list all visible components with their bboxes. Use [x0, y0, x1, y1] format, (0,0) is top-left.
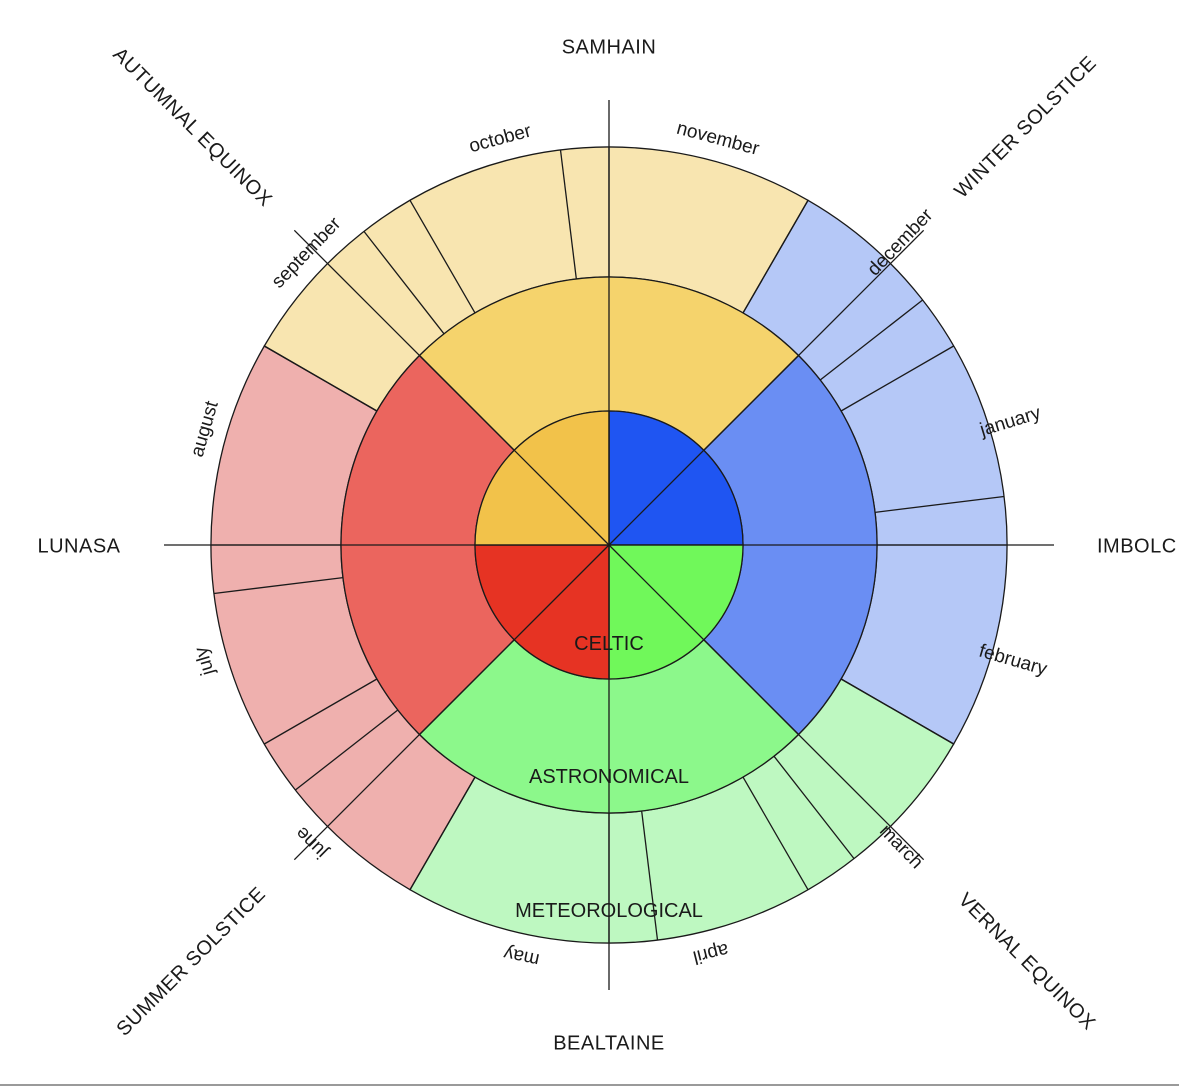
astronomical-ring-label: ASTRONOMICAL [529, 766, 689, 788]
week-divider-line [213, 577, 344, 595]
festival-axes [164, 100, 1054, 990]
month-label-october: october [467, 120, 534, 157]
week-divider-line [559, 149, 577, 280]
month-label-march: march [875, 821, 927, 874]
month-label-april: april [691, 938, 731, 967]
month-divider-line [742, 199, 809, 314]
festival-axis-line [293, 229, 610, 546]
month-divider-line [840, 678, 955, 745]
month-divider-line [840, 345, 955, 412]
month-label-may: may [501, 942, 541, 970]
festival-label-winter-solstice: WINTER SOLSTICE [950, 52, 1101, 203]
festival-label-vernal-equinox: VERNAL EQUINOX [954, 889, 1100, 1035]
month-divider-line [409, 199, 476, 314]
month-label-july: july [191, 644, 219, 679]
festival-axis-line [608, 229, 925, 546]
meteorological-ring-label: METEOROLOGICAL [515, 900, 703, 922]
celtic-ring-label: CELTIC [574, 633, 644, 655]
week-divider-line [819, 299, 924, 381]
festival-label-summer-solstice: SUMMER SOLSTICE [113, 883, 271, 1041]
month-divider-line [742, 776, 809, 891]
month-divider-line [263, 678, 378, 745]
month-label-august: august [187, 398, 223, 459]
week-divider-line [874, 495, 1005, 513]
festival-label-bealtaine: BEALTAINE [553, 1032, 665, 1054]
month-label-november: november [674, 118, 762, 160]
month-label-january: january [977, 402, 1044, 441]
meteorological-ring [210, 146, 1008, 944]
festival-label-autumnal-equinox: AUTUMNAL EQUINOX [109, 43, 277, 211]
festival-label-lunasa: LUNASA [37, 535, 120, 557]
festival-axis-line [293, 544, 610, 861]
month-divider-line [263, 345, 378, 412]
festival-label-imbolc: IMBOLC [1097, 535, 1177, 557]
month-divider-line [409, 776, 476, 891]
week-divider-line [363, 230, 445, 335]
month-label-december: december [864, 204, 938, 280]
week-divider-line [294, 709, 399, 791]
bottom-divider [0, 1084, 1179, 1086]
week-divider-line [641, 810, 659, 941]
festival-label-samhain: SAMHAIN [562, 36, 657, 58]
festival-axis-line [608, 544, 925, 861]
week-divider-line [773, 755, 855, 860]
month-label-february: february [976, 641, 1049, 681]
